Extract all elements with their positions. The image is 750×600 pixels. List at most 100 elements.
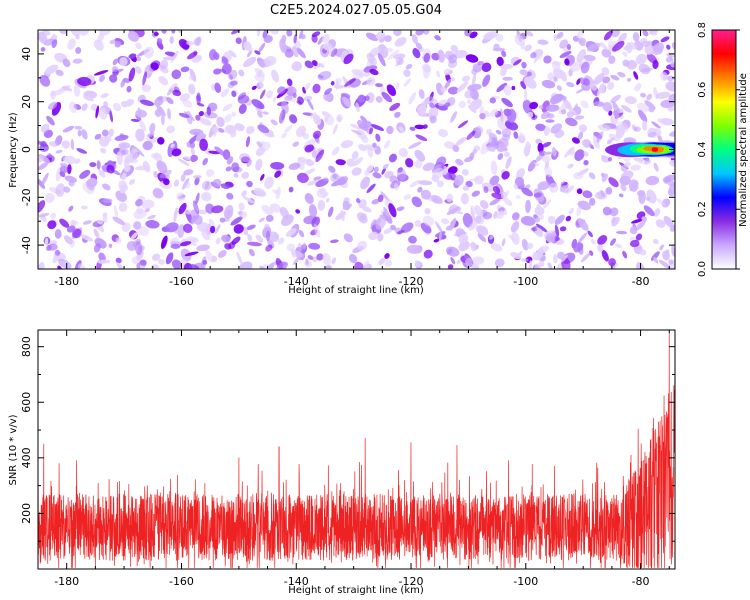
spectrogram-noise-blob	[231, 111, 236, 117]
spectrogram-noise-blob	[246, 159, 252, 167]
spectrogram-x-tick-label: -100	[513, 275, 538, 288]
spectrogram-noise-blob	[587, 230, 593, 238]
spectrogram-noise-blob	[123, 158, 130, 168]
snr-y-tick-label: 200	[20, 503, 33, 524]
spectrogram-noise-blob	[479, 200, 489, 209]
spectrogram-noise-blob	[496, 56, 504, 67]
spectrogram-noise-blob	[375, 31, 386, 40]
spectrogram-noise-blob	[556, 32, 564, 39]
spectrogram-noise-blob	[48, 101, 58, 110]
spectrogram-noise-blob	[502, 134, 511, 141]
spectrogram-noise-blob	[128, 67, 136, 82]
spectrogram-noise-blob	[628, 179, 639, 192]
colorbar: 0.0 0.2 0.4 0.6 0.8 Normalized spectral ampl…	[697, 22, 749, 277]
spectrogram-noise-blob	[547, 72, 554, 81]
spectrogram-noise-blob	[500, 66, 507, 77]
spectrogram-noise-blob	[38, 31, 48, 44]
spectrogram-noise-blob	[149, 122, 156, 134]
spectrogram-noise-blob	[129, 148, 139, 161]
spectrogram-noise-blob	[127, 31, 140, 42]
spectrogram-noise-blob	[417, 180, 433, 186]
spectrogram-noise-blob	[593, 73, 605, 85]
spectrogram-noise-blob	[159, 59, 169, 70]
spectrogram-noise-blob	[121, 149, 129, 156]
spectrogram-noise-blob	[634, 83, 642, 92]
spectrogram-noise-blob	[467, 105, 477, 114]
spectrogram-noise-blob	[383, 206, 390, 217]
spectrogram-noise-blob	[559, 51, 572, 58]
spectrogram-noise-blob	[126, 240, 137, 251]
spectrogram-noise-blob	[366, 165, 374, 173]
spectrogram-noise-blob	[602, 101, 613, 112]
spectrogram-noise-blob	[382, 211, 393, 224]
spectrogram-noise-blob	[221, 234, 231, 243]
spectrogram-noise-blob	[589, 82, 597, 91]
spectrogram-noise-blob	[510, 221, 520, 233]
spectrogram-noise-blob	[54, 249, 61, 256]
spectrogram-noise-blob	[187, 51, 198, 60]
spectrogram-noise-blob	[44, 237, 49, 246]
spectrogram-noise-blob	[384, 259, 393, 267]
spectrogram-panel: -180 -160 -140 -120 -100 -80 -40 -20 0 20 40 Heig…	[8, 29, 676, 296]
spectrogram-noise-blob	[106, 164, 115, 174]
spectrogram-noise-blob	[435, 221, 443, 234]
spectrogram-noise-blob	[246, 180, 253, 188]
spectrogram-noise-blob	[351, 129, 363, 136]
spectrogram-noise-blob	[395, 57, 404, 66]
spectrogram-noise-blob	[275, 186, 281, 200]
spectrogram-noise-blob	[470, 205, 478, 216]
spectrogram-noise-blob	[501, 238, 506, 247]
spectrogram-noise-blob	[496, 82, 508, 93]
spectrogram-noise-blob	[621, 104, 632, 113]
spectrogram-noise-blob	[171, 148, 182, 157]
spectrogram-noise-blob	[324, 114, 335, 126]
spectrogram-noise-blob	[415, 42, 423, 50]
spectrogram-noise-blob	[418, 89, 425, 99]
spectrogram-noise-blob	[291, 61, 303, 72]
spectrogram-noise-blob	[370, 124, 385, 131]
spectrogram-noise-blob	[312, 130, 322, 139]
spectrogram-noise-blob	[169, 36, 174, 44]
spectrogram-noise-blob	[103, 101, 109, 107]
spectrogram-noise-blob	[211, 83, 215, 91]
spectrogram-noise-blob	[161, 113, 165, 126]
spectrogram-noise-blob	[126, 85, 132, 93]
spectrogram-noise-blob	[165, 252, 174, 265]
spectrogram-noise-blob	[470, 207, 476, 222]
spectrogram-noise-blob	[177, 224, 185, 239]
spectrogram-noise-blob	[185, 209, 192, 215]
spectrogram-noise-blob	[474, 205, 484, 218]
spectrogram-noise-blob	[393, 30, 402, 37]
spectrogram-noise-blob	[497, 153, 504, 160]
spectrogram-noise-blob	[452, 144, 460, 153]
spectrogram-noise-blob	[196, 222, 211, 233]
spectrogram-noise-blob	[481, 62, 492, 73]
spectrogram-noise-blob	[432, 167, 445, 179]
spectrogram-noise-blob	[119, 133, 125, 139]
spectrogram-noise-blob	[538, 245, 549, 253]
spectrogram-noise-blob	[115, 190, 127, 202]
spectrogram-noise-blob	[662, 174, 675, 183]
spectrogram-noise	[38, 30, 675, 269]
spectrogram-noise-blob	[312, 83, 321, 94]
spectrogram-noise-blob	[666, 44, 671, 50]
spectrogram-noise-blob	[139, 120, 147, 132]
spectrogram-noise-blob	[51, 39, 58, 48]
spectrogram-noise-blob	[240, 211, 248, 219]
spectrogram-noise-blob	[145, 220, 160, 229]
spectrogram-noise-blob	[112, 216, 126, 226]
colorbar-label: Normalized spectral amplitude	[738, 73, 749, 227]
spectrogram-noise-blob	[375, 215, 386, 230]
spectrogram-noise-blob	[324, 117, 329, 122]
spectrogram-noise-blob	[288, 162, 301, 170]
spectrogram-noise-blob	[73, 84, 81, 97]
spectrogram-noise-blob	[557, 251, 565, 260]
spectrogram-noise-blob	[236, 251, 243, 265]
spectrogram-noise-blob	[139, 259, 147, 266]
spectrogram-noise-blob	[635, 53, 647, 65]
spectrogram-noise-blob	[577, 200, 591, 211]
spectrogram-noise-blob	[329, 239, 339, 243]
spectrogram-noise-blob	[264, 223, 270, 231]
spectrogram-noise-blob	[414, 219, 422, 228]
spectrogram-noise-blob	[151, 153, 159, 159]
